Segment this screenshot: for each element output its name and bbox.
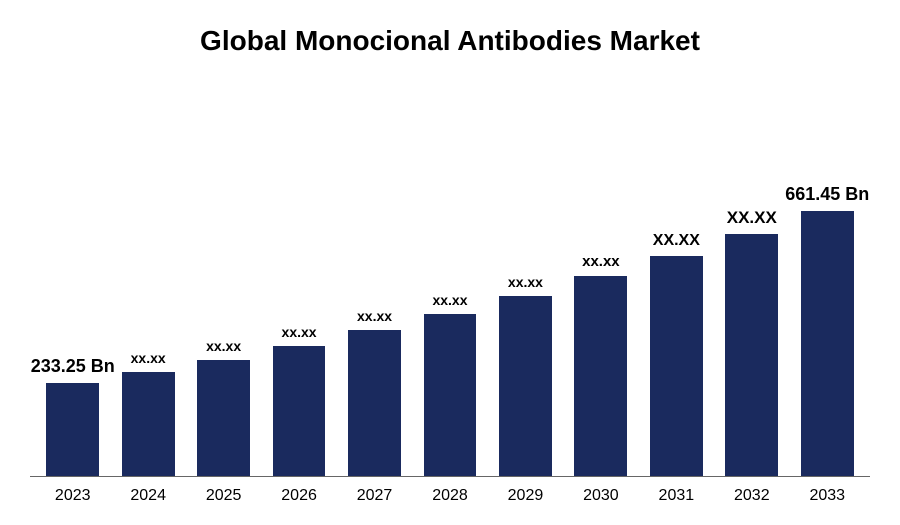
x-axis-tick-label: 2030 [563, 487, 638, 505]
bar-value-label: xx.xx [282, 324, 317, 340]
x-axis-tick-label: 2023 [35, 487, 110, 505]
bar-group: xx.xx [488, 77, 563, 476]
bar-group: xx.xx [110, 77, 185, 476]
bar-group: XX.XX [714, 77, 789, 476]
bar [725, 234, 778, 476]
x-axis-tick-label: 2033 [790, 487, 865, 505]
bar [801, 211, 854, 476]
chart-title: Global Monocional Antibodies Market [30, 25, 870, 57]
x-axis-tick-label: 2027 [337, 487, 412, 505]
bar-value-label: xx.xx [357, 308, 392, 324]
bar-value-label: 661.45 Bn [785, 184, 869, 205]
bar [46, 383, 99, 476]
bar [424, 314, 477, 476]
bar-value-label: XX.XX [727, 208, 777, 228]
bar-value-label: xx.xx [508, 274, 543, 290]
bar-group: 661.45 Bn [790, 77, 865, 476]
bar-value-label: xx.xx [206, 338, 241, 354]
bar-group: xx.xx [261, 77, 336, 476]
plot-area: 233.25 Bn xx.xx xx.xx xx.xx xx.xx xx.xx xx.xx x… [30, 77, 870, 505]
bar [574, 276, 627, 476]
bar-value-label: xx.xx [131, 350, 166, 366]
bar-value-label: xx.xx [582, 253, 620, 270]
x-axis-tick-label: 2029 [488, 487, 563, 505]
bar-value-label: XX.XX [653, 232, 700, 250]
chart-container: Global Monocional Antibodies Market 233.… [0, 0, 900, 525]
bars-region: 233.25 Bn xx.xx xx.xx xx.xx xx.xx xx.xx xx.xx x… [30, 77, 870, 477]
x-axis-labels: 2023202420252026202720282029203020312032… [30, 477, 870, 505]
bar [197, 360, 250, 476]
bar [122, 372, 175, 476]
bar-group: xx.xx [337, 77, 412, 476]
bar-group: xx.xx [563, 77, 638, 476]
x-axis-tick-label: 2024 [110, 487, 185, 505]
x-axis-tick-label: 2025 [186, 487, 261, 505]
x-axis-tick-label: 2028 [412, 487, 487, 505]
bar-group: xx.xx [186, 77, 261, 476]
bar-value-label: 233.25 Bn [31, 356, 115, 377]
bar-group: XX.XX [639, 77, 714, 476]
x-axis-tick-label: 2031 [639, 487, 714, 505]
bar-group: xx.xx [412, 77, 487, 476]
bar-group: 233.25 Bn [35, 77, 110, 476]
x-axis-tick-label: 2032 [714, 487, 789, 505]
bar [499, 296, 552, 476]
bar-value-label: xx.xx [432, 292, 467, 308]
x-axis-tick-label: 2026 [261, 487, 336, 505]
bar [348, 330, 401, 476]
bar [650, 256, 703, 476]
bar [273, 346, 326, 476]
